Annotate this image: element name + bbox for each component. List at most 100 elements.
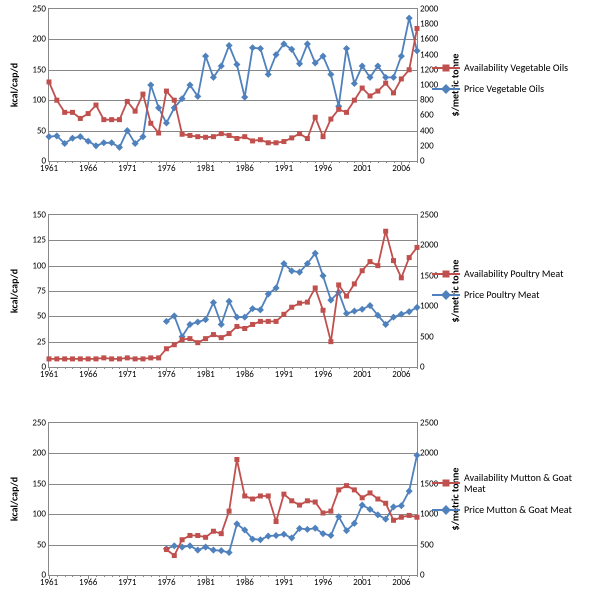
x-tick: 1976 [157, 163, 175, 174]
series-marker-availability [415, 245, 420, 250]
y-right-tick: 2500 [420, 418, 438, 429]
series-marker-price [351, 308, 358, 315]
series-marker-availability [391, 518, 396, 523]
series-marker-availability [172, 98, 177, 103]
x-tick: 1991 [275, 369, 293, 380]
series-marker-price [335, 513, 342, 520]
series-marker-availability [180, 537, 185, 542]
series-marker-price [398, 311, 405, 318]
series-marker-availability [415, 515, 420, 520]
series-marker-availability [297, 131, 302, 136]
series-marker-availability [148, 121, 153, 126]
x-tick: 1966 [79, 369, 97, 380]
series-marker-price [343, 310, 350, 317]
series-marker-availability [86, 356, 91, 361]
x-tick: 1971 [118, 369, 136, 380]
series-marker-availability [227, 509, 232, 514]
series-marker-availability [399, 275, 404, 280]
series-svg [49, 423, 417, 575]
y-right-tick: 2500 [420, 210, 438, 221]
series-marker-price [218, 547, 225, 554]
series-marker-availability [297, 503, 302, 508]
legend-label: Availability Poultry Meat [464, 268, 563, 279]
series-marker-availability [328, 117, 333, 122]
x-tick: 1976 [157, 577, 175, 588]
series-marker-availability [211, 134, 216, 139]
series-marker-price [304, 526, 311, 533]
x-tick: 1996 [314, 369, 332, 380]
series-marker-price [233, 314, 240, 321]
y-left-tick: 100 [32, 95, 46, 106]
series-marker-availability [399, 515, 404, 520]
series-marker-availability [195, 134, 200, 139]
series-marker-availability [86, 111, 91, 116]
series-marker-price [155, 104, 162, 111]
series-marker-price [343, 45, 350, 52]
y-left-tick: 150 [32, 210, 46, 221]
x-tick: 1986 [236, 369, 254, 380]
x-tick: 1976 [157, 369, 175, 380]
series-marker-availability [297, 301, 302, 306]
series-marker-price [296, 60, 303, 67]
y-right-tick: 1600 [420, 34, 438, 45]
series-marker-availability [368, 93, 373, 98]
series-marker-price [202, 316, 209, 323]
y-right-tick: 600 [420, 110, 434, 121]
series-marker-availability [156, 131, 161, 136]
plot-area: 0501001502002500500100015002000250019611… [48, 422, 418, 576]
x-tick: 1966 [79, 577, 97, 588]
series-marker-availability [172, 553, 177, 558]
legend-poultry: Availability Poultry MeatPrice Poultry M… [432, 268, 563, 310]
series-marker-availability [101, 355, 106, 360]
series-marker-availability [352, 487, 357, 492]
series-marker-availability [407, 255, 412, 260]
series-marker-availability [375, 497, 380, 502]
series-marker-availability [321, 134, 326, 139]
legend-item: Availability Poultry Meat [432, 268, 563, 279]
series-marker-availability [399, 76, 404, 81]
series-svg [49, 9, 417, 161]
series-marker-price [163, 119, 170, 126]
x-tick: 1981 [196, 369, 214, 380]
series-marker-availability [250, 497, 255, 502]
series-marker-availability [219, 531, 224, 536]
series-marker-availability [321, 510, 326, 515]
series-marker-availability [344, 294, 349, 299]
series-marker-price [249, 44, 256, 51]
legend-label: Price Mutton & Goat Meat [464, 504, 572, 515]
series-marker-price [171, 542, 178, 549]
y-left-tick: 50 [37, 125, 46, 136]
series-marker-availability [187, 533, 192, 538]
series-marker-price [304, 40, 311, 47]
y-left-tick: 100 [32, 260, 46, 271]
x-tick: 1961 [40, 369, 58, 380]
series-marker-price [241, 94, 248, 101]
series-marker-availability [227, 331, 232, 336]
legend-item: Availability Vegetable Oils [432, 62, 568, 73]
y-left-tick: 150 [32, 478, 46, 489]
series-marker-price [202, 53, 209, 60]
series-marker-availability [203, 135, 208, 140]
series-marker-availability [242, 326, 247, 331]
x-tick: 1961 [40, 577, 58, 588]
series-marker-availability [360, 268, 365, 273]
series-marker-availability [360, 86, 365, 91]
x-tick: 1996 [314, 163, 332, 174]
series-marker-price [45, 133, 52, 140]
series-marker-availability [47, 356, 52, 361]
series-marker-availability [62, 356, 67, 361]
x-tick: 1986 [236, 577, 254, 588]
y-left-tick: 150 [32, 64, 46, 75]
legend-label: Availability Mutton & Goat Meat [464, 472, 589, 494]
y-right-tick: 500 [420, 539, 434, 550]
chart-mutton: 0501001502002500500100015002000250019611… [48, 422, 416, 574]
y-left-tick: 25 [37, 336, 46, 347]
series-marker-availability [242, 134, 247, 139]
series-marker-price [327, 532, 334, 539]
series-marker-availability [187, 133, 192, 138]
series-marker-availability [54, 356, 59, 361]
series-marker-availability [117, 117, 122, 122]
series-marker-availability [289, 305, 294, 310]
series-marker-price [226, 42, 233, 49]
x-tick: 1971 [118, 163, 136, 174]
